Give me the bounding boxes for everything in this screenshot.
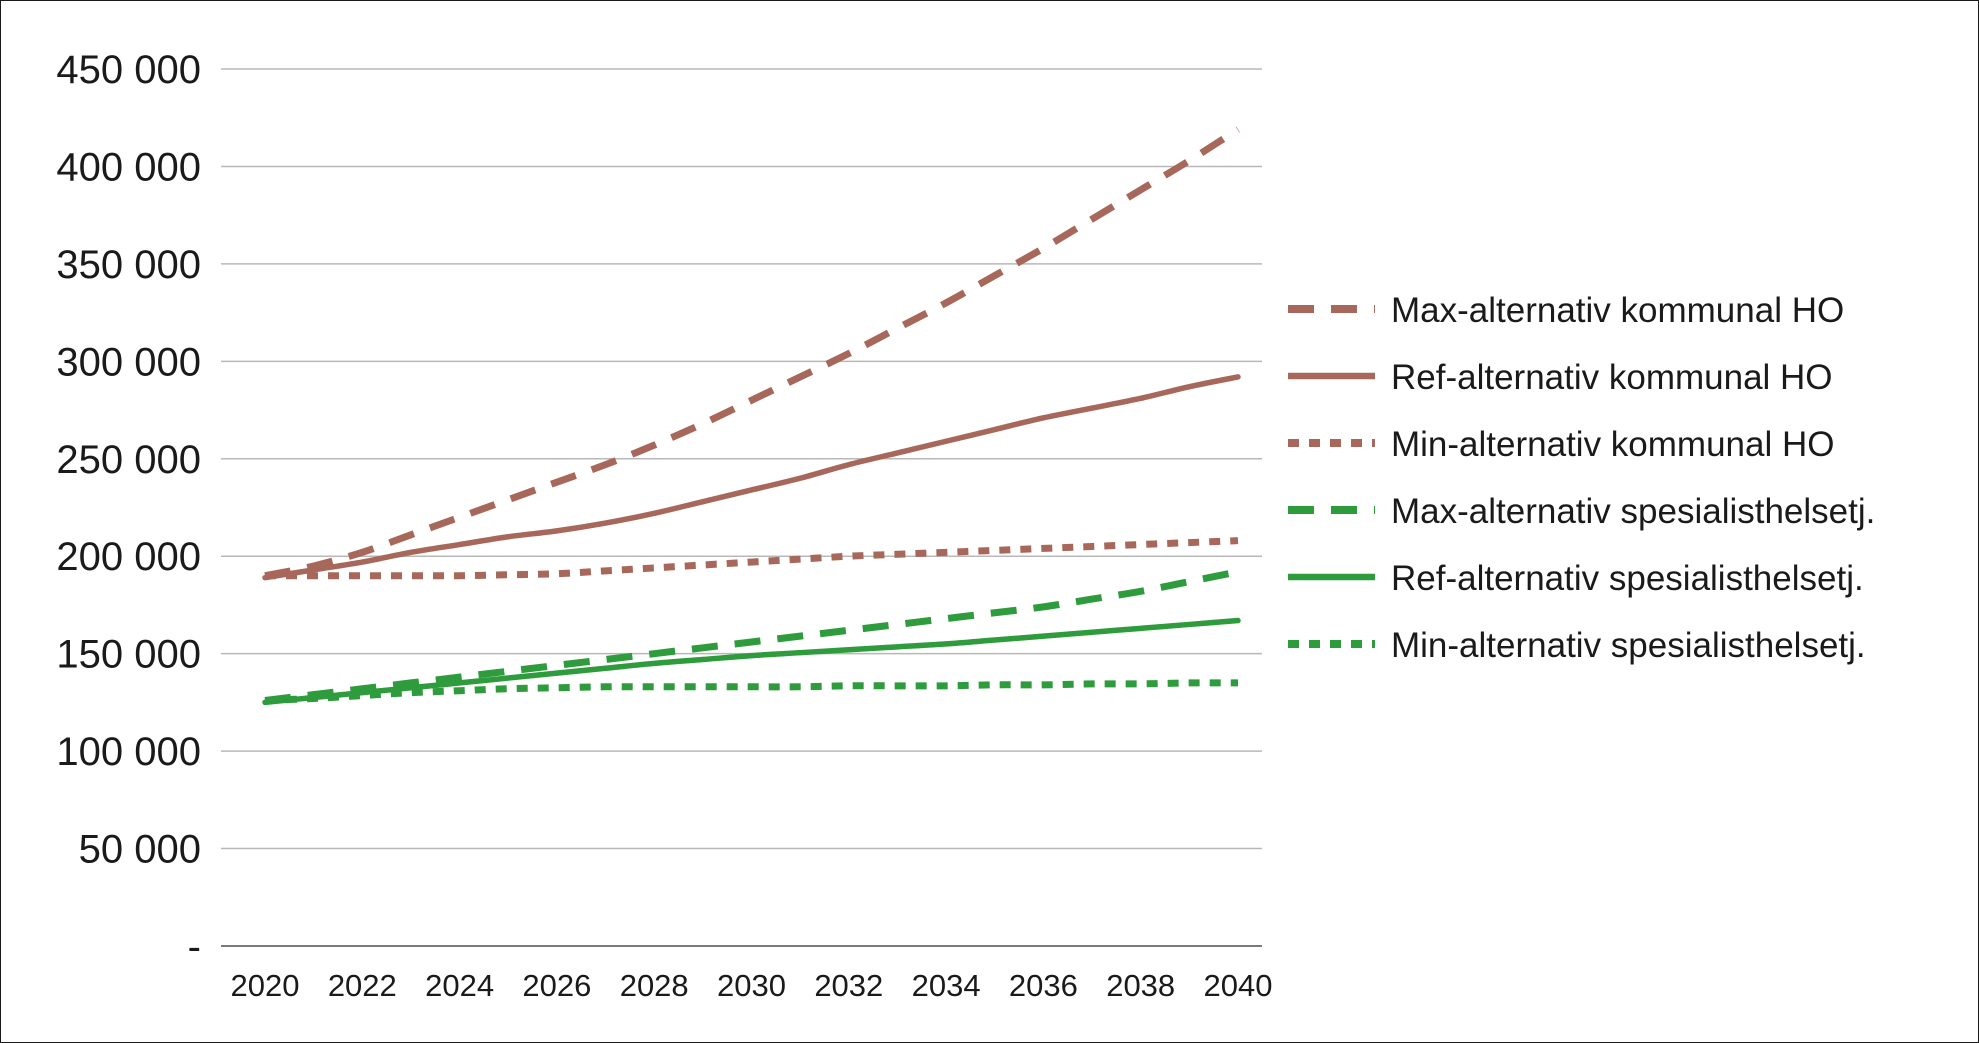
legend-label: Max-alternativ kommunal HO: [1391, 291, 1844, 330]
y-tick-label: 300 000: [56, 340, 201, 384]
y-tick-label: 250 000: [56, 438, 201, 482]
series-line-2: [262, 374, 1241, 581]
x-tick-label: 2040: [1204, 968, 1273, 1003]
gridlines: [221, 68, 1262, 947]
y-tick-label: 200 000: [56, 535, 201, 579]
series-lines: [262, 126, 1241, 706]
x-tick-label: 2030: [717, 968, 786, 1003]
series-line-6: [264, 679, 1239, 704]
x-axis-tick-labels: 2020 2022 2024 2026 2028 2030 2032 2034 2036 2038…: [231, 968, 1273, 1003]
y-tick-label: 100 000: [56, 730, 201, 774]
legend-label: Min-alternativ kommunal HO: [1391, 425, 1834, 464]
legend-label: Ref-alternativ spesialisthelsetj.: [1391, 559, 1864, 598]
legend-label: Ref-alternativ kommunal HO: [1391, 358, 1833, 397]
series-line-1: [264, 126, 1240, 580]
series-line-4: [264, 568, 1239, 704]
x-tick-label: 2038: [1106, 968, 1175, 1003]
y-tick-label: 50 000: [79, 828, 201, 872]
y-tick-label: -: [188, 925, 201, 969]
y-tick-label: 150 000: [56, 633, 201, 677]
y-axis-tick-labels: - 50 000 100 000 150 000 200 000 250 000 300 0…: [56, 48, 201, 969]
y-tick-label: 400 000: [56, 145, 201, 189]
y-tick-label: 450 000: [56, 48, 201, 92]
x-tick-label: 2026: [522, 968, 591, 1003]
x-tick-label: 2036: [1009, 968, 1078, 1003]
legend-label: Min-alternativ spesialisthelsetj.: [1391, 626, 1866, 665]
x-tick-label: 2022: [328, 968, 397, 1003]
legend-label: Max-alternativ spesialisthelsetj.: [1391, 492, 1875, 531]
x-tick-label: 2032: [814, 968, 883, 1003]
legend: Max-alternativ kommunal HO Ref-alternativ…: [1288, 291, 1875, 665]
x-tick-label: 2028: [620, 968, 689, 1003]
y-tick-label: 350 000: [56, 243, 201, 287]
series-line-5: [262, 617, 1241, 706]
x-tick-label: 2034: [912, 968, 981, 1003]
x-tick-label: 2024: [425, 968, 494, 1003]
x-tick-label: 2020: [231, 968, 300, 1003]
series-line-3: [264, 537, 1239, 580]
